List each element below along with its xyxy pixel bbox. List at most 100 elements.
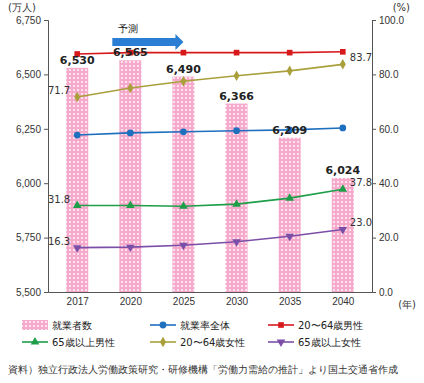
legend-item: 就業率全体 [150,320,230,331]
legend-item: 65歳以上男性 [22,337,115,348]
tick: 80.0 [372,69,399,80]
tick: 2035 [279,292,302,307]
marker [340,59,346,70]
tick-label: 60.0 [379,124,399,135]
tick: 40.0 [372,178,399,189]
marker [338,184,347,191]
tick-mark [372,74,376,75]
data-label: 6,209 [272,124,307,137]
plot-area [66,49,354,292]
tick-label: 2017 [67,296,90,307]
tick-mark [44,129,48,130]
tick-label: 6,500 [16,69,41,80]
data-label: 83.7 [350,52,372,63]
chart: 5,500 5,750 6,000 6,250 6,500 6,750 0.0 20.0 40.… [0,0,424,383]
marker [126,245,135,252]
tick-label: 80.0 [379,69,399,80]
marker [232,239,241,246]
tick: 0.0 [372,287,393,298]
annotation-arrow [112,34,183,50]
marker [285,193,294,200]
data-label: 16.3 [48,236,70,247]
axis-line [49,292,373,293]
tick: 6,750 [16,15,48,26]
tick-label: 2030 [226,296,249,307]
tick: 5,750 [16,232,48,243]
marker [179,201,188,208]
marker [232,199,241,206]
tick-label: 2040 [332,296,355,307]
marker [339,125,346,132]
tick-label: 20.0 [379,232,399,243]
x-axis: 2017 2020 2025 2030 2035 2040 [49,292,373,307]
marker [74,92,80,103]
marker [126,201,135,208]
tick-label: 2025 [173,296,196,307]
x-axis-title: (年) [398,299,416,310]
legend-label: 就業率全体 [180,320,230,331]
marker [73,201,82,208]
tick-label: 6,000 [16,178,41,189]
tick-mark [372,129,376,130]
legend-item: 就業者数 [22,320,92,331]
tick: 2017 [67,292,90,307]
chart-container: 5,500 5,750 6,000 6,250 6,500 6,750 0.0 20.0 40.… [0,0,424,383]
tick-label: 100.0 [379,15,404,26]
tick: 6,500 [16,69,48,80]
tick-mark [372,292,376,293]
data-label: 6,490 [166,63,201,76]
legend-label: 20〜64歳男性 [298,320,363,331]
tick-mark [372,183,376,184]
axis-line [373,21,377,293]
bar [172,77,194,292]
bar [279,138,301,292]
marker [179,243,188,250]
marker [127,129,134,136]
marker [287,66,293,77]
marker [180,128,187,135]
bar [66,68,88,292]
annotation: 予測 [118,23,138,34]
marker [233,127,240,134]
legend-item: 65歳以上女性 [268,337,361,348]
tick-label: 0.0 [379,287,393,298]
tick-label: 5,500 [16,287,41,298]
legend-item: 20〜64歳女性 [150,337,245,348]
legend-swatch [22,320,48,330]
tick-mark [372,20,376,21]
tick: 5,500 [16,287,48,298]
legend-marker [277,340,286,347]
tick-mark [44,74,48,75]
marker [340,49,346,55]
data-label: 31.8 [48,194,70,205]
legend-marker [278,322,284,328]
tick-mark [44,183,48,184]
source-note: 資料）独立行政法人労働政策研究・研修機構「労働力需給の推計」より国土交通省作成 [8,364,398,375]
axis-line [44,21,49,293]
tick-label: 2020 [120,296,143,307]
legend-label: 65歳以上女性 [298,337,361,348]
marker [338,227,347,234]
data-label: 23.0 [350,217,372,228]
bar [119,60,141,292]
legend-label: 就業者数 [52,320,92,331]
line [77,189,343,206]
tick-label: 2035 [279,296,302,307]
data-label: 37.8 [350,177,372,188]
marker [73,245,82,252]
marker [234,70,240,81]
data-label: 6,530 [60,54,95,67]
legend: 就業者数 就業率全体 20〜64歳男性 65歳以上男性 20〜64歳女性 65歳以上女性 [22,320,363,348]
marker [234,50,240,56]
tick: 2020 [120,292,143,307]
marker [127,83,133,94]
tick: 2040 [332,292,355,307]
marker [74,132,81,139]
tick-label: 40.0 [379,178,399,189]
tick: 100.0 [372,15,404,26]
bar [332,178,354,292]
tick: 20.0 [372,232,399,243]
y2-axis-title: (%) [393,2,410,13]
legend-marker [31,337,40,344]
tick: 6,250 [16,124,48,135]
